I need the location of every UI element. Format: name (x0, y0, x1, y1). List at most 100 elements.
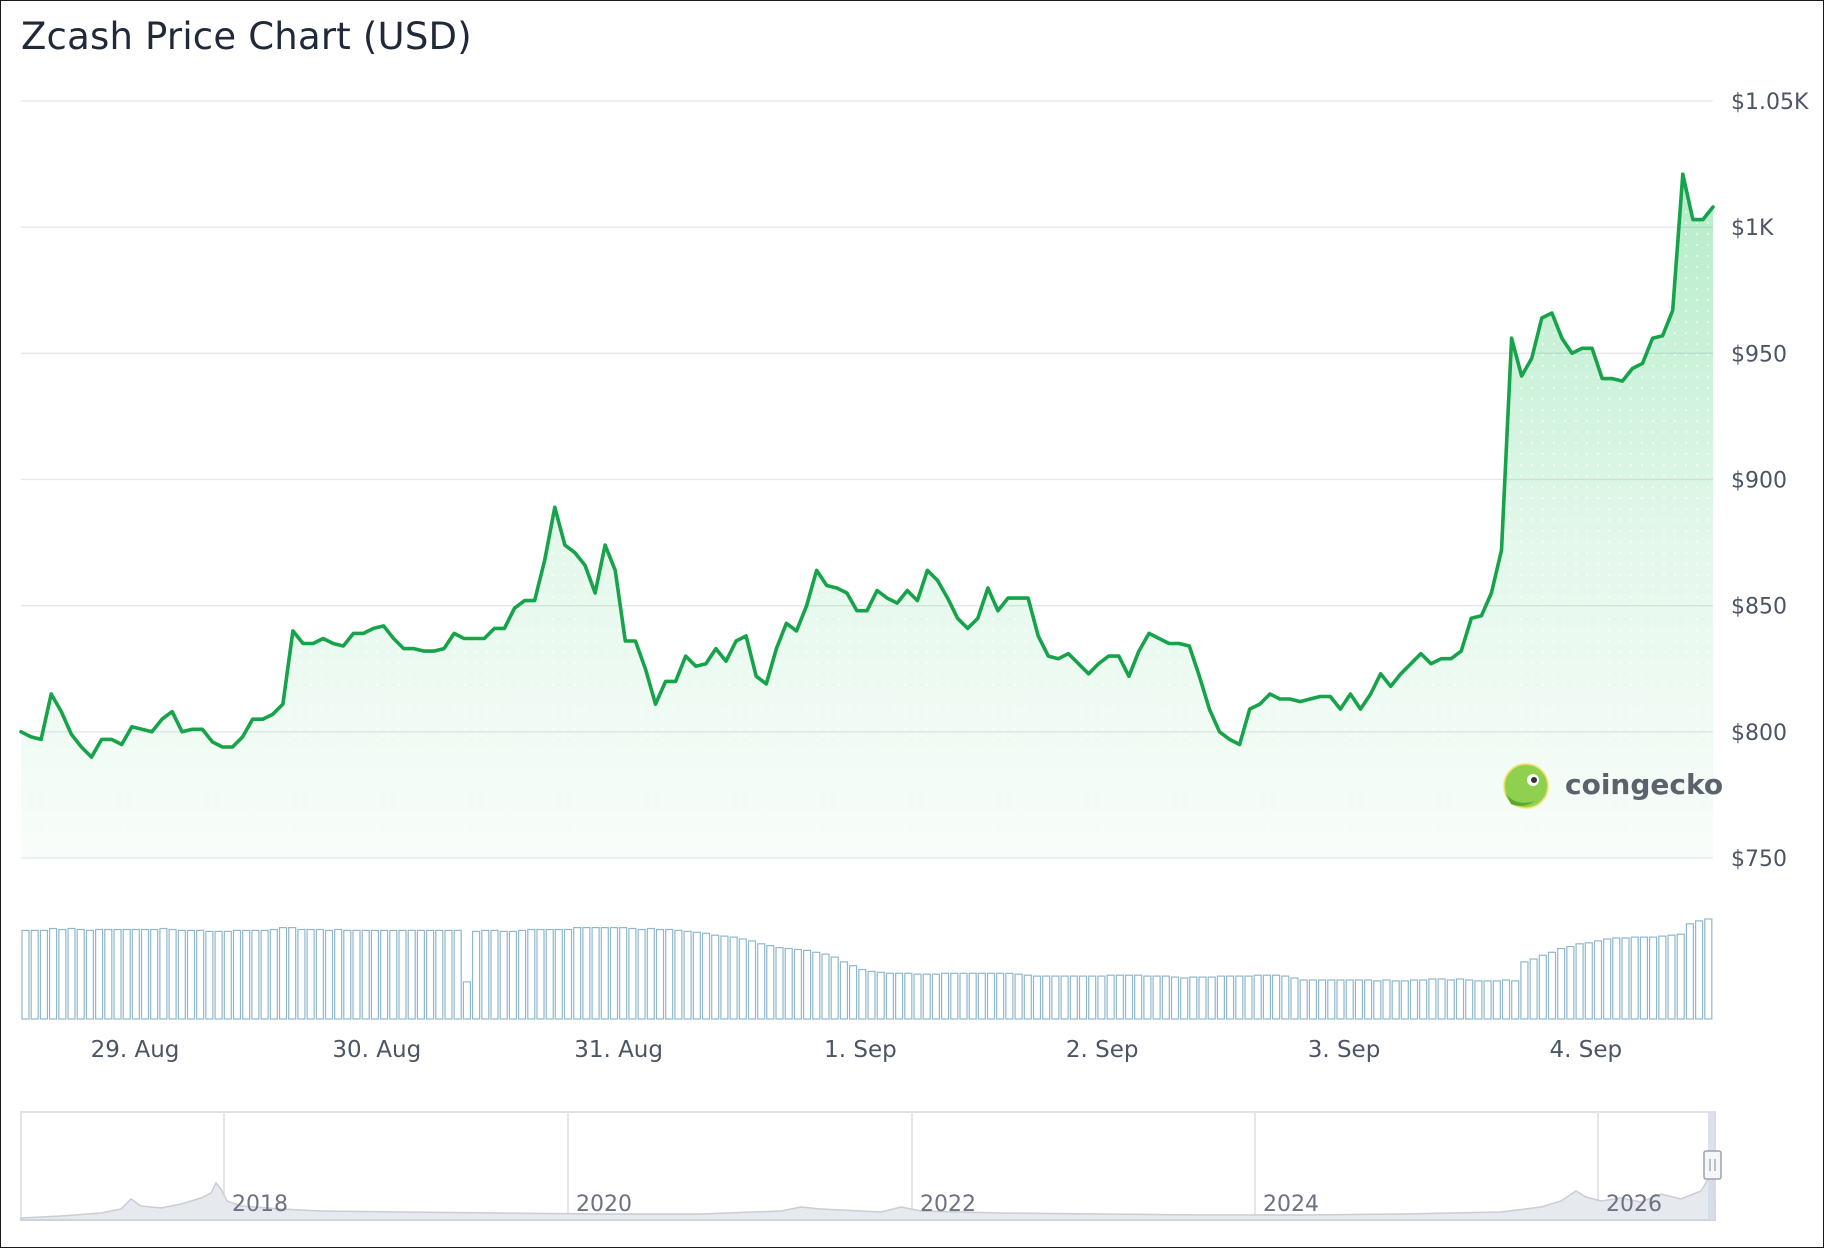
volume-bar (122, 928, 131, 1020)
volume-bar (885, 972, 895, 1020)
volume-bar (214, 930, 223, 1020)
navigator-area (20, 1168, 1716, 1221)
volume-bar (159, 927, 168, 1020)
volume-bar (986, 972, 996, 1020)
volume-bar (858, 968, 867, 1020)
volume-bar (922, 973, 931, 1020)
volume-bar (426, 929, 435, 1020)
volume-bar (1042, 975, 1051, 1020)
volume-bar (389, 929, 398, 1020)
volume-bar (324, 929, 334, 1020)
y-tick-label: $750 (1731, 847, 1787, 872)
navigator-year-labels: 2018 2020 2022 2024 2026 (232, 1192, 1662, 1217)
volume-bar (1143, 975, 1152, 1020)
volume-bar (609, 926, 619, 1020)
volume-bar (1547, 951, 1557, 1020)
volume-bar (1152, 975, 1161, 1020)
volume-bar (168, 928, 177, 1020)
volume-bar (508, 930, 517, 1020)
volume-bar (1538, 954, 1547, 1020)
volume-bar (757, 943, 766, 1020)
volume-bar (1492, 980, 1501, 1020)
volume-bar (1244, 975, 1253, 1020)
volume-bar (1694, 920, 1704, 1020)
volume-bar (527, 928, 536, 1020)
volume-bar (701, 932, 711, 1020)
volume-bar (821, 953, 830, 1020)
volume-bar (959, 972, 968, 1020)
volume-bar (21, 929, 30, 1020)
volume-bar (1658, 935, 1667, 1020)
volume-bar (196, 929, 205, 1020)
volume-bar (692, 931, 701, 1020)
volume-bar (1097, 975, 1106, 1020)
volume-bar (591, 926, 600, 1020)
volume-bar (747, 940, 757, 1020)
y-tick-label: $950 (1731, 342, 1787, 367)
volume-bar (940, 972, 950, 1020)
volume-bar (977, 972, 986, 1020)
volume-bar (1446, 979, 1455, 1020)
volume-bar (839, 961, 849, 1020)
range-navigator[interactable]: 2018 2020 2022 2024 2026 (20, 1111, 1722, 1221)
volume-bar (554, 928, 563, 1020)
volume-bar (1262, 974, 1272, 1020)
volume-bar (1327, 979, 1336, 1020)
volume-bar (1032, 975, 1042, 1020)
volume-bar (1382, 979, 1391, 1020)
volume-bar (517, 929, 527, 1020)
volume-bar (1078, 975, 1088, 1020)
volume-bar (665, 928, 674, 1020)
volume-bar (619, 926, 628, 1020)
chart-title: Zcash Price Chart (USD) (21, 15, 472, 58)
volume-bar (738, 938, 747, 1020)
volume-bar (1428, 978, 1437, 1020)
volume-bar (876, 971, 885, 1020)
volume-bar (269, 928, 278, 1020)
volume-bar (334, 928, 343, 1020)
volume-bar (343, 929, 352, 1020)
volume-bar (1501, 979, 1511, 1020)
volume-bar (1336, 979, 1345, 1020)
volume-bar (655, 928, 665, 1020)
volume-bar (462, 981, 471, 1020)
volume-bar (1189, 976, 1198, 1020)
volume-bar (582, 926, 591, 1020)
volume-bar (48, 927, 58, 1020)
volume-bar (683, 930, 692, 1020)
volume-bar (232, 929, 242, 1020)
volume-bar (315, 928, 324, 1020)
volume-bar (113, 928, 122, 1020)
volume-bar (1621, 937, 1630, 1020)
volume-bar (1648, 936, 1658, 1020)
volume-bar (297, 928, 306, 1020)
navigator-year-label: 2024 (1263, 1192, 1319, 1217)
volume-bar (1419, 979, 1428, 1020)
navigator-handle[interactable] (1703, 1150, 1722, 1180)
volume-bar (288, 926, 297, 1020)
volume-bar (913, 973, 922, 1020)
y-tick-label: $1K (1731, 216, 1774, 241)
volume-bar (894, 972, 904, 1020)
volume-bar (1593, 940, 1603, 1020)
x-tick-label: 30. Aug (332, 1037, 421, 1063)
volume-bar (1115, 974, 1124, 1020)
volume-bar (1299, 979, 1308, 1020)
volume-bar (1005, 972, 1014, 1020)
volume-bar (1088, 975, 1097, 1020)
volume-bar (435, 929, 444, 1020)
volume-bar (104, 928, 113, 1020)
volume-bar (131, 928, 140, 1020)
volume-bar (628, 927, 637, 1020)
volume-bar (729, 936, 738, 1020)
volume-bar (1290, 977, 1299, 1020)
volume-bar (1575, 943, 1584, 1020)
volume-bar (1235, 975, 1244, 1020)
volume-bar (931, 973, 941, 1020)
volume-bar (1170, 976, 1180, 1020)
y-tick-label: $850 (1731, 595, 1787, 620)
volume-bar (1483, 980, 1492, 1020)
volume-bar (67, 927, 76, 1020)
